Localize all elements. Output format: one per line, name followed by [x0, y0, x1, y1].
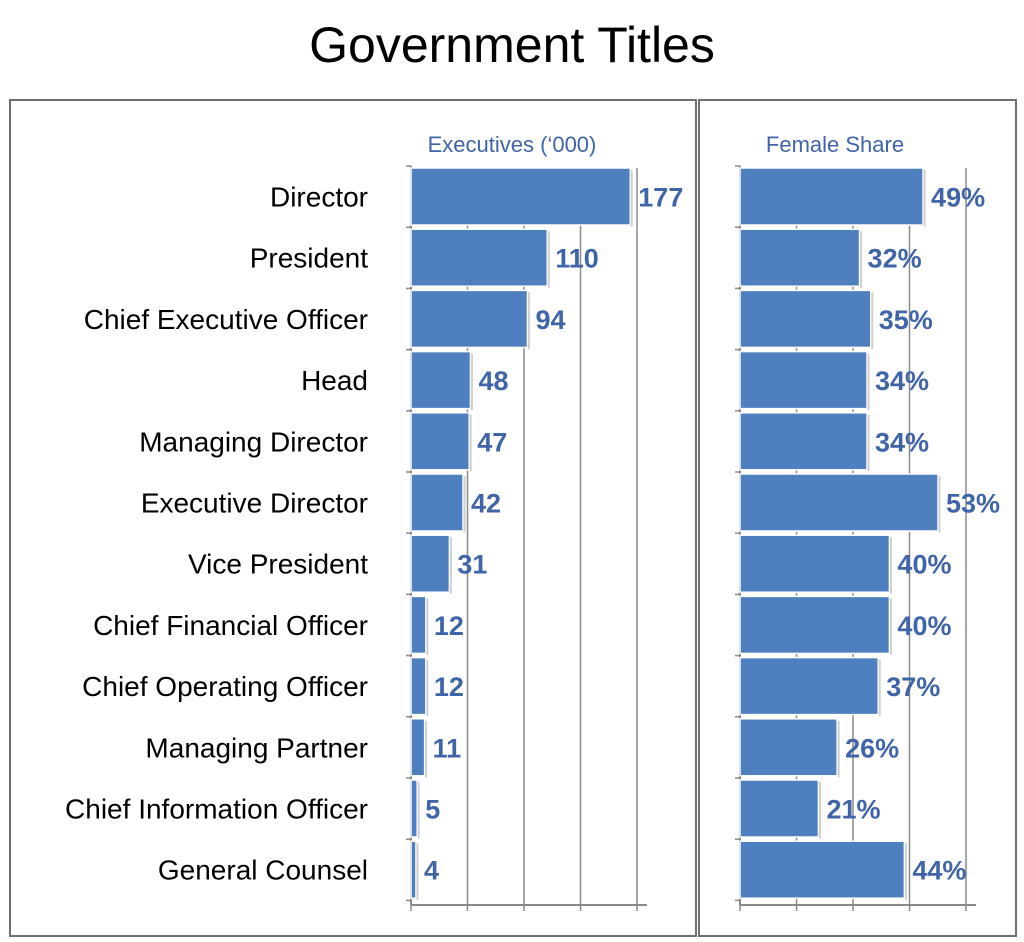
- data-label: 34%: [875, 427, 929, 457]
- bar: [410, 656, 427, 716]
- data-label: 26%: [845, 733, 899, 763]
- bar: [410, 718, 426, 777]
- bar: [739, 840, 906, 899]
- category-label: Chief Operating Officer: [82, 671, 368, 702]
- category-label: Director: [270, 182, 368, 213]
- bar: [410, 595, 427, 655]
- category-label: Executive Director: [141, 488, 368, 519]
- bar: [410, 840, 417, 899]
- data-label: 40%: [897, 550, 951, 580]
- category-label: Vice President: [188, 549, 368, 580]
- category-label: General Counsel: [158, 855, 368, 886]
- panel-header: Female Share: [766, 132, 904, 157]
- category-label: Head: [301, 365, 368, 396]
- category-label: President: [250, 243, 369, 274]
- data-label: 37%: [886, 672, 940, 702]
- data-label: 44%: [912, 856, 966, 886]
- bar: [739, 473, 939, 532]
- panel-header: Executives (‘000): [428, 132, 597, 157]
- data-label: 177: [638, 183, 683, 213]
- bar: [739, 718, 838, 777]
- bar: [410, 534, 451, 593]
- bar: [410, 473, 464, 532]
- bar: [410, 779, 418, 838]
- data-label: 11: [433, 733, 462, 763]
- bar: [410, 167, 632, 226]
- data-label: 42: [471, 489, 501, 519]
- bar: [739, 228, 861, 287]
- bar: [410, 289, 529, 349]
- data-label: 4: [424, 856, 439, 886]
- data-label: 12: [434, 611, 464, 641]
- data-label: 34%: [875, 366, 929, 396]
- bar: [739, 534, 891, 593]
- chart-title: Government Titles: [309, 17, 715, 73]
- data-label: 110: [555, 244, 599, 274]
- bar: [739, 289, 872, 349]
- data-label: 48: [478, 366, 508, 396]
- bar: [410, 350, 472, 410]
- data-label: 53%: [946, 489, 1000, 519]
- panel-frame-right: [698, 99, 1017, 937]
- bar: [410, 228, 549, 287]
- bar: [739, 779, 820, 838]
- category-label: Chief Financial Officer: [93, 610, 368, 641]
- category-label: Managing Partner: [145, 732, 368, 763]
- bar: [739, 412, 868, 471]
- category-label: Managing Director: [139, 426, 368, 457]
- data-label: 21%: [826, 795, 880, 825]
- data-label: 31: [457, 550, 487, 580]
- bar: [410, 412, 470, 471]
- data-label: 40%: [897, 611, 951, 641]
- data-label: 12: [434, 672, 464, 702]
- data-label: 5: [425, 795, 440, 825]
- panel-frame-left: [9, 99, 697, 937]
- category-label: Chief Executive Officer: [84, 304, 368, 335]
- data-label: 35%: [879, 305, 933, 335]
- bar: [739, 656, 879, 716]
- bar: [739, 167, 924, 226]
- data-label: 94: [535, 305, 565, 335]
- data-label: 47: [477, 427, 507, 457]
- bar: [739, 350, 868, 410]
- data-label: 32%: [868, 244, 922, 274]
- category-label: Chief Information Officer: [65, 794, 368, 825]
- bar: [739, 595, 891, 655]
- data-label: 49%: [931, 183, 985, 213]
